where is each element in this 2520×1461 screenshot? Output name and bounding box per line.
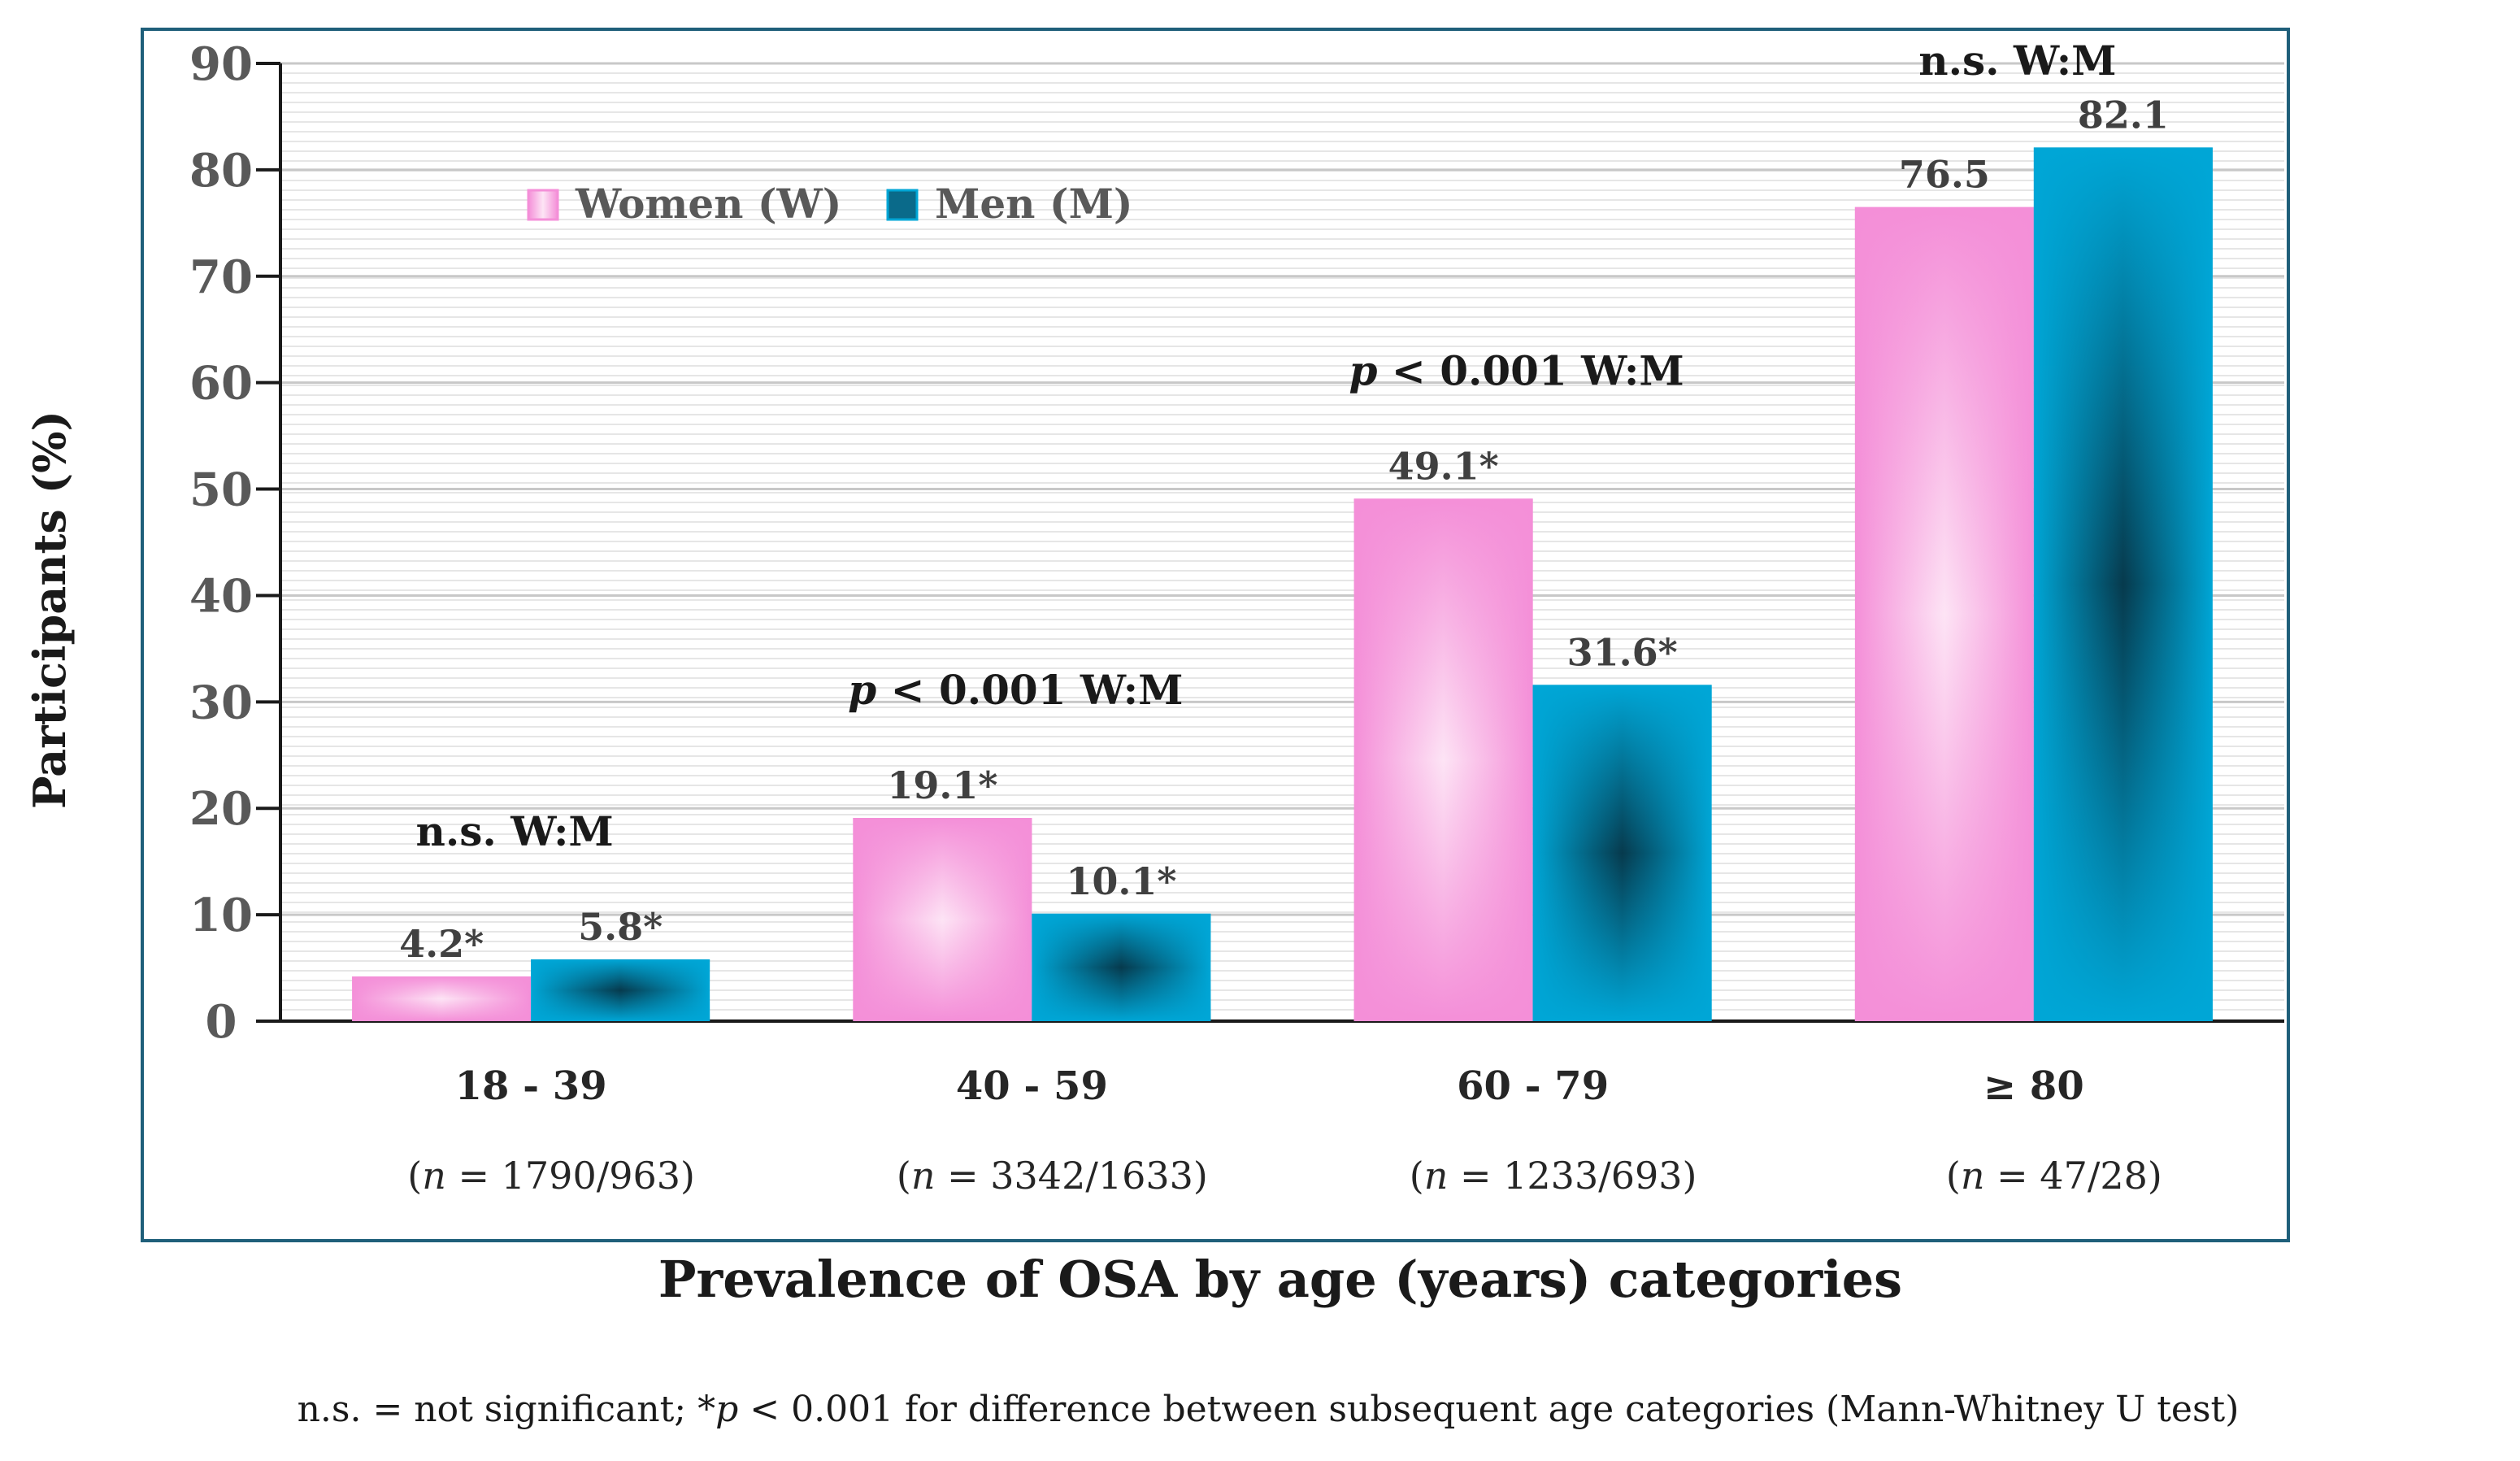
value-labels: 4.2* 5.8* 19.1* 10.1* 49.1* 31.6* 76.5 82.1	[399, 93, 2169, 966]
value-label-women: 76.5	[1899, 153, 1990, 197]
y-tick-label: 30	[189, 676, 253, 729]
value-label-women: 4.2*	[399, 922, 484, 966]
y-tick-label: 10	[189, 889, 253, 942]
chart-frame	[141, 28, 2290, 1242]
y-tick-label: 70	[189, 250, 253, 304]
legend-label-men: Men (M)	[935, 180, 1133, 228]
legend: Women (W) Men (M)	[527, 180, 1133, 228]
footnote-part1: n.s. = not significant; *	[298, 1389, 716, 1430]
legend-swatch-women	[527, 189, 559, 221]
footnote: n.s. = not significant; *p < 0.001 for d…	[298, 1389, 2240, 1430]
significance-label: p < 0.001 W:M	[1349, 346, 1684, 394]
category-label: ≥ 80	[1983, 1063, 2084, 1109]
sig-text: n.s. W:M	[415, 807, 613, 855]
n-rest: = 1790/963)	[446, 1154, 695, 1198]
y-tick-label: 80	[189, 144, 253, 198]
y-tick-label: 90	[189, 37, 253, 91]
y-tick-label: 50	[189, 463, 253, 517]
bar-women-shade	[853, 818, 1032, 1021]
n-prefix: (	[897, 1154, 911, 1198]
legend-label-women: Women (W)	[575, 180, 841, 228]
value-label-women: 49.1*	[1388, 444, 1499, 488]
category-n-label: (n = 1233/693)	[1410, 1154, 1697, 1198]
sig-text: n.s. W:M	[1918, 37, 2116, 85]
n-prefix: (	[1946, 1154, 1961, 1198]
value-label-men: 10.1*	[1066, 859, 1176, 903]
value-label-men: 82.1	[2078, 93, 2169, 137]
significance-labels: n.s. W:Mp < 0.001 W:Mp < 0.001 W:Mn.s. W…	[415, 37, 2116, 855]
legend-swatch-men	[886, 189, 919, 221]
n-prefix: (	[1410, 1154, 1424, 1198]
y-tick-label: 0	[206, 995, 237, 1049]
category-labels: 18 - 39(n = 1790/963)40 - 59(n = 3342/16…	[407, 1063, 2162, 1198]
sig-italic: p	[1349, 346, 1378, 394]
y-tick-label: 20	[189, 782, 253, 836]
bar-men-shade	[1032, 913, 1211, 1021]
bar-women-shade	[1854, 207, 2034, 1021]
bar-men-shade	[531, 959, 710, 1021]
bar-men-shade	[2033, 147, 2213, 1021]
n-rest: = 47/28)	[1985, 1154, 2162, 1198]
sig-text: < 0.001 W:M	[876, 666, 1183, 714]
value-label-men: 31.6*	[1567, 630, 1678, 674]
value-label-men: 5.8*	[578, 905, 663, 949]
footnote-part2: < 0.001 for difference between subsequen…	[738, 1389, 2239, 1430]
y-tick-label: 60	[189, 357, 253, 411]
n-rest: = 1233/693)	[1448, 1154, 1697, 1198]
bar-women-shade	[352, 976, 532, 1021]
significance-label: p < 0.001 W:M	[848, 666, 1183, 714]
n-rest: = 3342/1633)	[935, 1154, 1207, 1198]
category-n-label: (n = 3342/1633)	[897, 1154, 1208, 1198]
n-var: n	[1424, 1154, 1449, 1198]
n-var: n	[1961, 1154, 1985, 1198]
significance-label: n.s. W:M	[1918, 37, 2116, 85]
sig-text: < 0.001 W:M	[1377, 346, 1684, 394]
category-label: 60 - 79	[1457, 1063, 1609, 1109]
n-var: n	[911, 1154, 936, 1198]
y-tick-label: 40	[189, 569, 253, 623]
value-label-women: 19.1*	[887, 763, 997, 807]
sig-italic: p	[848, 666, 876, 714]
bar-women-shade	[1353, 498, 1533, 1021]
n-prefix: (	[407, 1154, 422, 1198]
x-axis-title: Prevalence of OSA by age (years) categor…	[658, 1250, 1902, 1309]
category-n-label: (n = 1790/963)	[407, 1154, 695, 1198]
footnote-italic-p: p	[715, 1389, 738, 1430]
significance-label: n.s. W:M	[415, 807, 613, 855]
bar-men-shade	[1532, 685, 1712, 1021]
category-label: 18 - 39	[455, 1063, 607, 1109]
category-n-label: (n = 47/28)	[1946, 1154, 2162, 1198]
y-tick-labels: 0 10 20 30 40 50 60 70 80 90	[189, 37, 280, 1049]
bars	[352, 147, 2213, 1021]
n-var: n	[422, 1154, 446, 1198]
category-label: 40 - 59	[956, 1063, 1108, 1109]
y-axis-title: Participants (%)	[24, 411, 76, 809]
